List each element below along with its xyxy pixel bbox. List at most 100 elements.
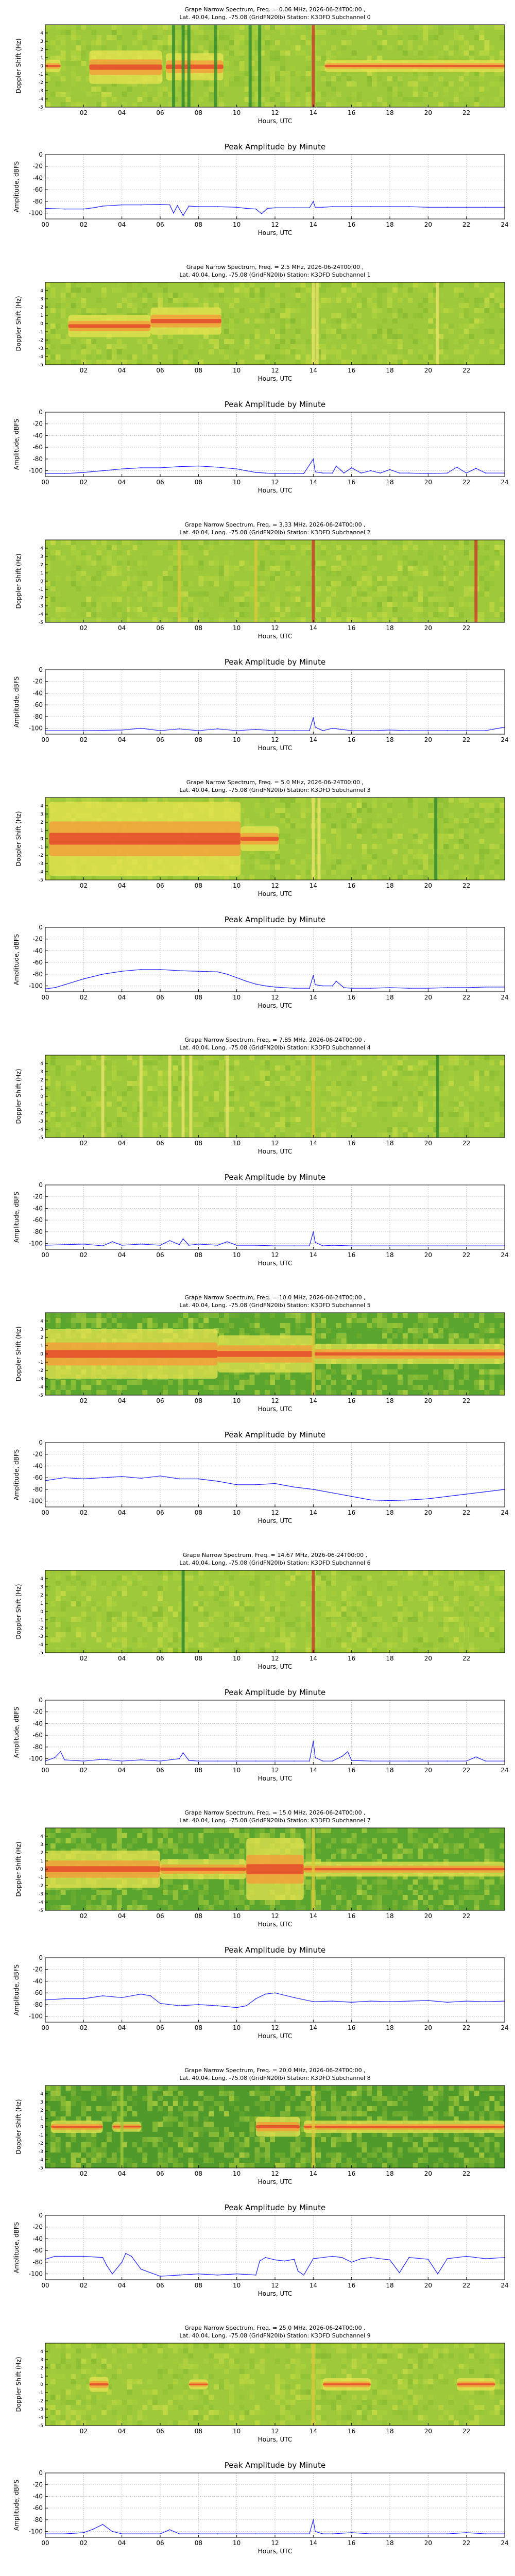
spectrogram-noise-cell — [239, 1380, 245, 1385]
spectrogram-noise-cell — [122, 798, 127, 803]
spectrogram-noise-cell — [214, 1060, 219, 1065]
spectrogram-noise-cell — [76, 354, 81, 360]
spectrogram-noise-cell — [270, 581, 275, 586]
spectrogram-noise-cell — [254, 803, 260, 808]
spectrogram-noise-cell — [45, 1086, 50, 1091]
spectrogram-noise-cell — [55, 1091, 61, 1096]
spectrogram-noise-cell — [142, 92, 148, 97]
spectrogram-noise-cell — [132, 1612, 138, 1617]
spectrogram-noise-cell — [152, 360, 158, 365]
spectrogram-noise-cell — [494, 1313, 500, 1318]
spectrogram-noise-cell — [428, 859, 434, 865]
spectrogram-noise-cell — [239, 61, 245, 66]
spectrogram-noise-cell — [55, 1612, 61, 1617]
spectrogram-noise-cell — [428, 87, 434, 92]
x-tick-label: 08 — [195, 1251, 202, 1259]
spectrogram-noise-cell — [254, 1313, 260, 1318]
spectrogram-noise-cell — [116, 612, 122, 617]
spectrogram-noise-cell — [341, 1101, 347, 1107]
spectrogram-noise-cell — [387, 859, 392, 865]
spectrogram-noise-cell — [336, 839, 341, 844]
spectrogram-noise-cell — [413, 1333, 418, 1338]
spectrogram-noise-cell — [377, 1096, 383, 1101]
spectrogram-noise-cell — [193, 25, 199, 30]
spectrogram-noise-cell — [326, 1385, 331, 1390]
spectrogram-noise-cell — [96, 1112, 101, 1117]
spectrogram-noise-cell — [71, 1596, 76, 1601]
spectrogram-noise-cell — [254, 97, 260, 102]
spectrogram-noise-cell — [60, 1627, 66, 1632]
spectrogram-noise-cell — [474, 1081, 479, 1086]
spectrogram-noise-cell — [209, 339, 214, 344]
spectrogram-noise-cell — [265, 313, 270, 318]
spectrogram-noise-cell — [336, 555, 341, 561]
spectrogram-noise-cell — [285, 803, 290, 808]
spectrogram-noise-cell — [387, 30, 392, 35]
spectrogram-noise-cell — [423, 1338, 428, 1344]
spectrogram-noise-cell — [173, 97, 178, 102]
x-tick-label: 22 — [462, 109, 470, 116]
spectrogram-noise-cell — [484, 308, 490, 313]
spectrogram-noise-cell — [275, 293, 280, 298]
spectrogram-noise-cell — [209, 50, 214, 56]
spectrogram-noise-cell — [489, 1375, 495, 1380]
spectrogram-noise-cell — [127, 1076, 132, 1081]
spectrogram-noise-cell — [132, 1581, 138, 1586]
spectrogram-noise-cell — [428, 612, 434, 617]
x-tick-label: 16 — [348, 1251, 355, 1259]
spectrogram-noise-cell — [65, 97, 71, 102]
spectrogram-noise-cell — [438, 282, 444, 287]
spectrogram-noise-cell — [494, 818, 500, 823]
spectrogram-noise-cell — [356, 1081, 362, 1086]
spectrogram-noise-cell — [209, 1313, 214, 1318]
spectrogram-noise-cell — [158, 92, 163, 97]
spectrogram-noise-cell — [351, 561, 357, 566]
spectrogram-noise-cell — [494, 540, 500, 545]
spectrogram-noise-cell — [494, 1096, 500, 1101]
spectrogram-noise-cell — [270, 612, 275, 617]
spectrogram-noise-cell — [305, 854, 311, 859]
spectrogram-noise-cell — [111, 612, 117, 617]
spectrogram-noise-cell — [316, 591, 321, 597]
spectrogram-noise-cell — [229, 313, 234, 318]
spectrogram-noise-cell — [433, 1323, 439, 1328]
spectrogram-noise-cell — [356, 803, 362, 808]
y-tick-label: -1 — [39, 587, 43, 592]
spectrogram-noise-cell — [183, 40, 188, 45]
spectrogram-noise-cell — [494, 303, 500, 308]
spectrogram-noise-cell — [219, 92, 224, 97]
spectrogram-noise-cell — [500, 818, 505, 823]
spectrogram-noise-cell — [132, 1076, 138, 1081]
spectrogram-noise-cell — [285, 607, 290, 612]
spectrogram-noise-cell — [137, 612, 143, 617]
spectrogram-noise-cell — [433, 1333, 439, 1338]
spectrogram-noise-cell — [249, 81, 255, 87]
spectrogram-noise-cell — [464, 344, 469, 349]
spectrogram-noise-cell — [239, 1328, 245, 1333]
spectrogram-noise-cell — [280, 808, 285, 813]
spectrogram-noise-cell — [387, 313, 392, 318]
spectrogram-noise-cell — [101, 1586, 107, 1591]
spectrogram-noise-cell — [428, 25, 434, 30]
spectrogram-noise-cell — [60, 298, 66, 303]
spectrogram-noise-cell — [305, 56, 311, 61]
spectrogram-noise-cell — [280, 834, 285, 839]
spectrogram-noise-cell — [300, 545, 306, 550]
spectrogram-noise-cell — [55, 555, 61, 561]
spectrogram-noise-cell — [122, 92, 127, 97]
spectrogram-noise-cell — [377, 30, 383, 35]
spectrogram-noise-cell — [453, 854, 459, 859]
spectrogram-noise-cell — [479, 1385, 485, 1390]
spectrogram-noise-cell — [295, 597, 301, 602]
spectrogram-noise-cell — [198, 1096, 204, 1101]
spectrogram-noise-cell — [290, 566, 296, 571]
spectrogram-noise-cell — [173, 293, 178, 298]
spectrogram-noise-cell — [428, 808, 434, 813]
x-tick-label: 18 — [386, 1397, 393, 1404]
amplitude-data-point — [83, 1243, 84, 1245]
spectrogram-noise-cell — [65, 576, 71, 581]
spectrogram-noise-cell — [214, 1076, 219, 1081]
spectrogram-noise-cell — [351, 808, 357, 813]
spectrogram-noise-cell — [81, 1323, 87, 1328]
x-tick-label: 12 — [271, 1509, 279, 1516]
